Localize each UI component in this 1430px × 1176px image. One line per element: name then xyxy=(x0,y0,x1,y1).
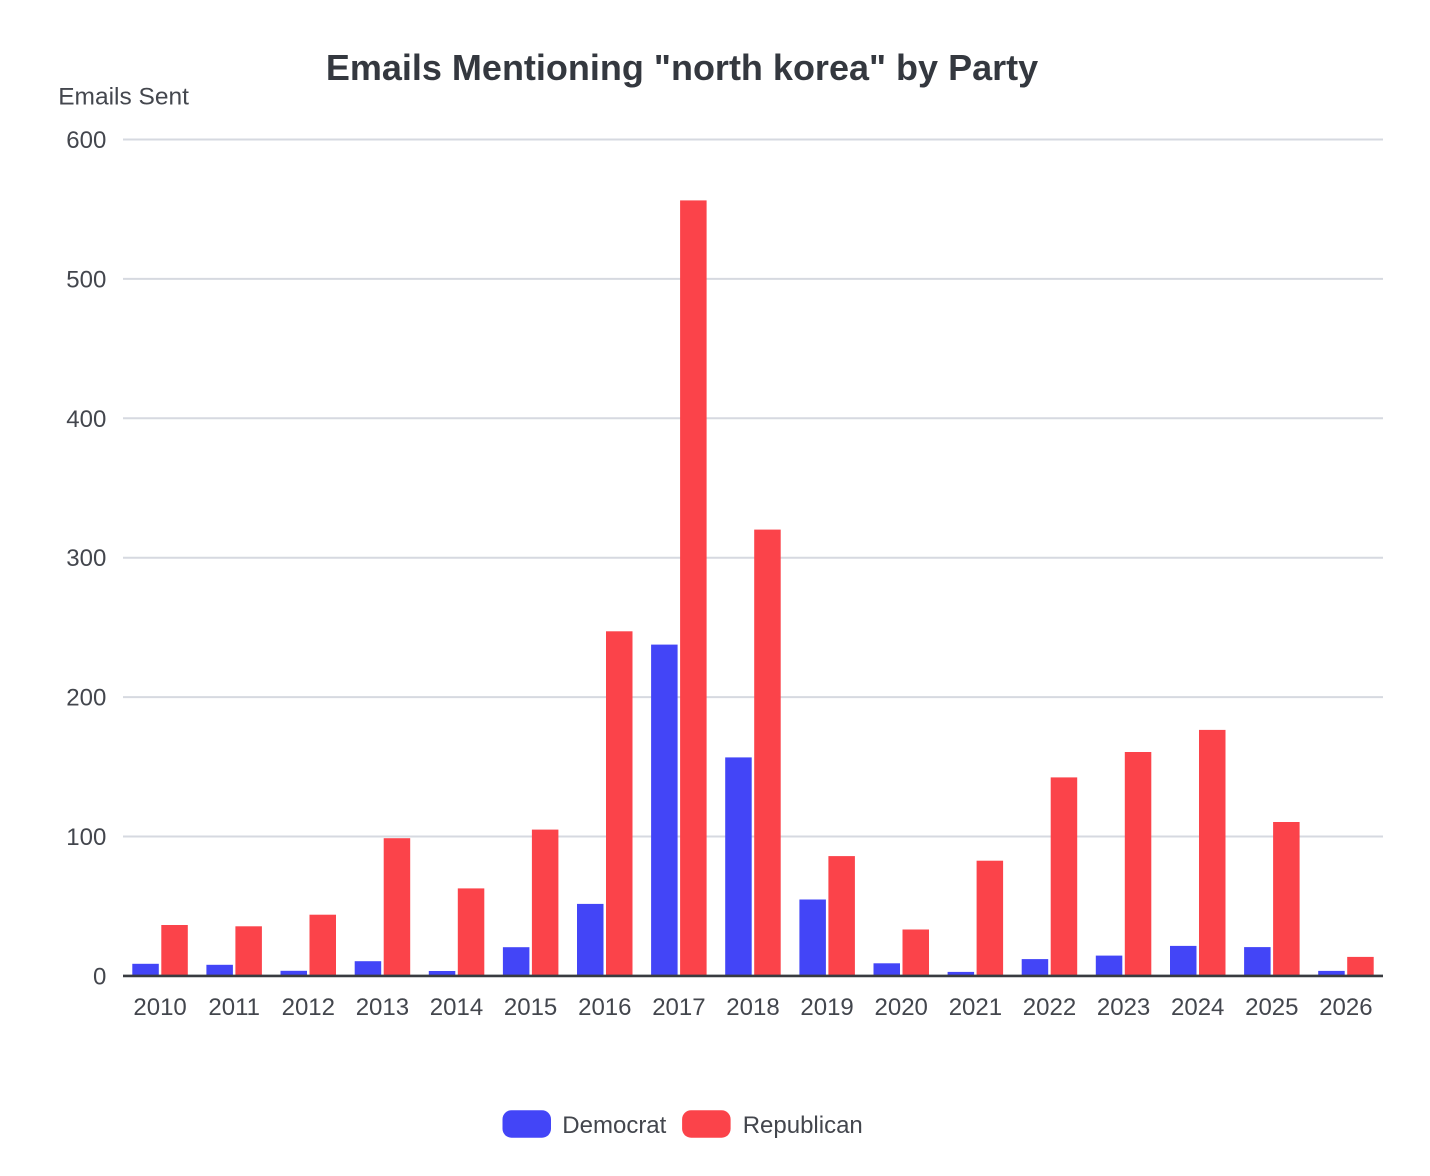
svg-text:Democrat: Democrat xyxy=(562,1112,666,1139)
svg-text:2011: 2011 xyxy=(208,994,260,1021)
svg-text:2020: 2020 xyxy=(875,994,928,1021)
svg-text:2014: 2014 xyxy=(430,994,483,1021)
svg-text:0: 0 xyxy=(93,963,106,990)
svg-text:2026: 2026 xyxy=(1319,994,1372,1021)
svg-text:Emails Sent: Emails Sent xyxy=(58,83,189,110)
svg-text:2023: 2023 xyxy=(1097,994,1150,1021)
svg-text:2018: 2018 xyxy=(726,994,779,1021)
svg-text:2021: 2021 xyxy=(949,994,1002,1021)
svg-text:Emails Mentioning "north korea: Emails Mentioning "north korea" by Party xyxy=(326,47,1038,88)
svg-text:2016: 2016 xyxy=(578,994,631,1021)
svg-text:2024: 2024 xyxy=(1171,994,1224,1021)
svg-text:2017: 2017 xyxy=(652,994,705,1021)
svg-text:Republican: Republican xyxy=(743,1112,863,1139)
svg-text:2025: 2025 xyxy=(1245,994,1298,1021)
svg-text:100: 100 xyxy=(66,824,106,851)
svg-text:400: 400 xyxy=(66,406,106,433)
svg-text:2013: 2013 xyxy=(356,994,409,1021)
svg-text:500: 500 xyxy=(66,266,106,293)
svg-text:2015: 2015 xyxy=(504,994,557,1021)
svg-text:2022: 2022 xyxy=(1023,994,1076,1021)
svg-text:600: 600 xyxy=(66,127,106,154)
svg-text:2012: 2012 xyxy=(282,994,335,1021)
svg-text:2019: 2019 xyxy=(800,994,853,1021)
svg-text:300: 300 xyxy=(66,545,106,572)
svg-text:2010: 2010 xyxy=(133,994,186,1021)
svg-text:200: 200 xyxy=(66,685,106,712)
